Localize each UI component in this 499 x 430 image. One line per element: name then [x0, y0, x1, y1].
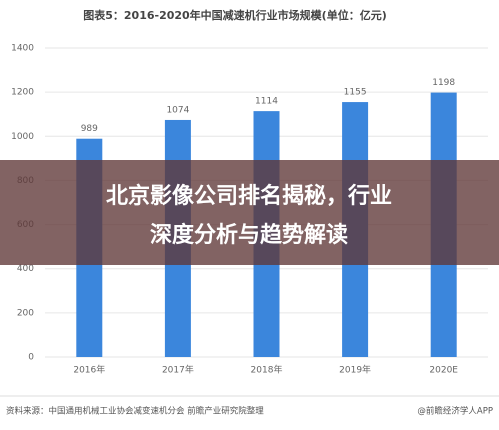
x-tick-label: 2018年 [251, 364, 283, 376]
value-label: 1198 [432, 78, 455, 88]
value-label: 1155 [344, 88, 367, 98]
y-tick-label: 1400 [11, 44, 34, 54]
x-tick-label: 2016年 [73, 364, 105, 376]
chart-title: 图表5：2016-2020年中国减速机行业市场规模(单位：亿元) [83, 8, 387, 22]
value-label: 1074 [166, 105, 189, 115]
y-tick-label: 1000 [11, 132, 34, 142]
y-tick-label: 200 [17, 308, 34, 318]
y-tick-label: 0 [28, 353, 34, 363]
x-tick-label: 2020E [429, 366, 458, 376]
x-tick-label: 2019年 [339, 364, 371, 376]
value-label: 989 [81, 124, 98, 134]
x-tick-label: 2017年 [162, 364, 194, 376]
overlay-text: 北京影像公司排名揭秘，行业 [106, 183, 392, 209]
source: 资料来源：中国通用机械工业协会减变速机分会 前瞻产业研究院整理 [6, 406, 264, 417]
value-label: 1114 [255, 97, 278, 107]
y-tick-label: 1200 [11, 88, 34, 98]
overlay-banner [0, 160, 499, 265]
y-tick-label: 400 [17, 264, 34, 274]
brand: @前瞻经济学人APP [417, 406, 493, 417]
overlay-text: 深度分析与趋势解读 [150, 222, 348, 248]
